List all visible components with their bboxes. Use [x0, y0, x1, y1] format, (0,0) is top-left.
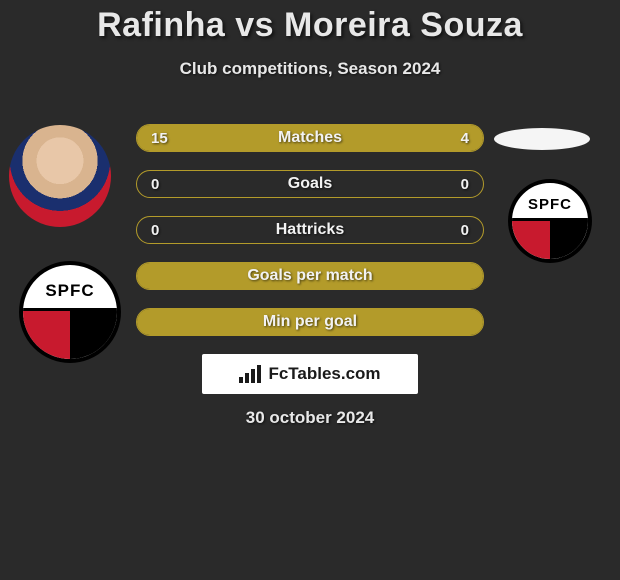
- stat-label: Goals: [288, 175, 332, 193]
- stat-value-right: 0: [461, 176, 469, 193]
- stat-value-left: 15: [151, 130, 168, 147]
- player-right-avatar: [494, 128, 590, 150]
- stat-value-right: 4: [461, 130, 469, 147]
- page-title: Rafinha vs Moreira Souza: [0, 0, 620, 45]
- club-badge-icon: SPFC: [19, 261, 121, 363]
- stat-value-right: 0: [461, 222, 469, 239]
- page-subtitle: Club competitions, Season 2024: [0, 59, 620, 79]
- comparison-date: 30 october 2024: [0, 408, 620, 428]
- club-badge-icon: SPFC: [508, 179, 592, 263]
- player-left-avatar: [9, 125, 111, 227]
- watermark-text: FcTables.com: [268, 364, 380, 384]
- stat-bar-fill-right: [397, 125, 484, 151]
- club-abbr-left: SPFC: [23, 281, 117, 301]
- stat-label: Matches: [278, 129, 342, 147]
- stat-bar: 0 Hattricks 0: [136, 216, 484, 244]
- player-left-club-badge: SPFC: [19, 261, 121, 363]
- player-right-club-badge: SPFC: [508, 179, 592, 263]
- watermark-chart-icon: [239, 365, 261, 383]
- stat-value-left: 0: [151, 176, 159, 193]
- stat-value-left: 0: [151, 222, 159, 239]
- club-abbr-right: SPFC: [512, 196, 588, 213]
- stat-label: Min per goal: [263, 313, 357, 331]
- stat-bar: 0 Goals 0: [136, 170, 484, 198]
- stat-bar-fill-left: [137, 125, 397, 151]
- stat-bar: 15 Matches 4: [136, 124, 484, 152]
- stat-label: Hattricks: [276, 221, 344, 239]
- stat-bar: Min per goal: [136, 308, 484, 336]
- watermark: FcTables.com: [202, 354, 418, 394]
- stat-bar: Goals per match: [136, 262, 484, 290]
- stat-label: Goals per match: [247, 267, 372, 285]
- comparison-bars: 15 Matches 4 0 Goals 0 0 Hattricks 0 Goals per ma…: [136, 124, 484, 354]
